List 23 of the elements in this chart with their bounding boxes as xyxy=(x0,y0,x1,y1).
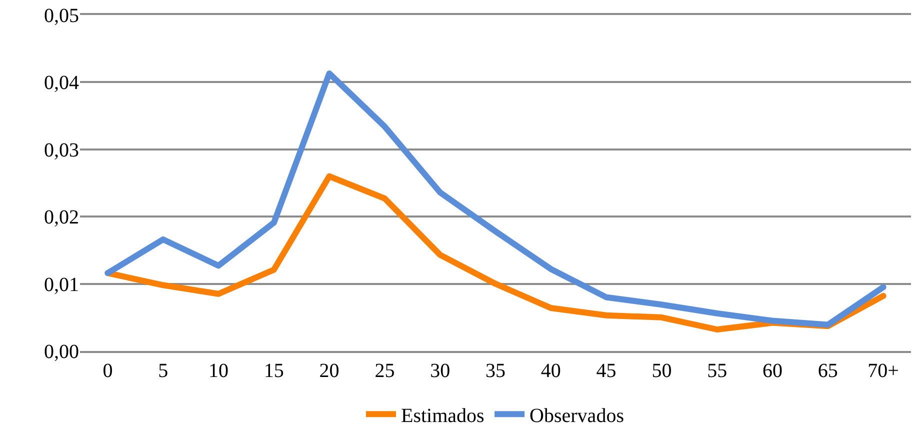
legend-label: Estimados xyxy=(401,404,485,427)
x-tick-label: 55 xyxy=(707,360,728,382)
y-tick-label: 0,04 xyxy=(44,72,79,94)
x-tick-label: 0 xyxy=(102,360,113,382)
x-tick-label: 10 xyxy=(208,360,228,382)
y-tick-label: 0,02 xyxy=(44,206,79,229)
legend-label: Observados xyxy=(530,404,624,427)
y-tick-label: 0,01 xyxy=(44,274,79,296)
y-tick-label: 0,05 xyxy=(44,5,79,27)
y-tick-label: 0,00 xyxy=(44,341,79,363)
x-tick-label: 70+ xyxy=(868,360,899,382)
x-tick-label: 15 xyxy=(264,360,284,382)
x-tick-label: 5 xyxy=(158,360,168,382)
x-tick-label: 60 xyxy=(762,360,782,382)
x-tick-label: 40 xyxy=(540,360,561,382)
x-tick-label: 50 xyxy=(652,360,672,382)
x-tick-label: 25 xyxy=(374,360,395,382)
x-tick-label: 35 xyxy=(486,360,506,382)
x-tick-label: 20 xyxy=(319,360,340,382)
y-tick-label: 0,03 xyxy=(44,139,79,162)
x-tick-label: 65 xyxy=(818,360,838,382)
x-tick-label: 45 xyxy=(596,360,616,382)
x-tick-label: 30 xyxy=(430,360,450,382)
